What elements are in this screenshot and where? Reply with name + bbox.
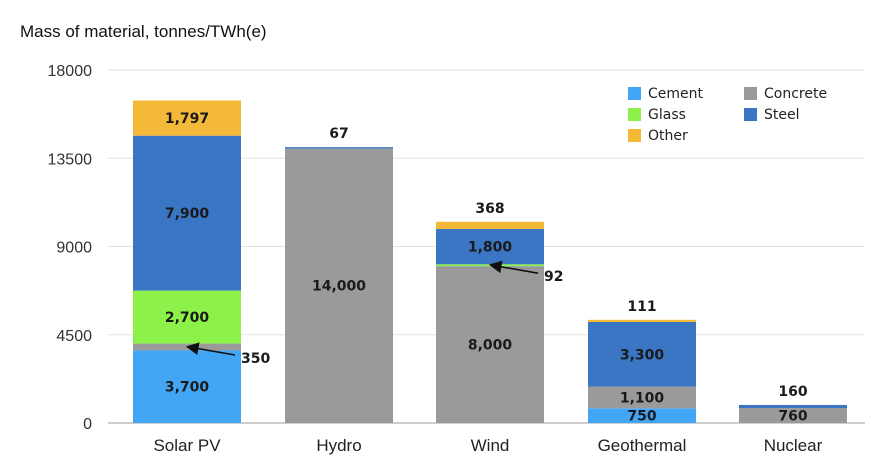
x-category-label: Nuclear [764,436,823,455]
bar-segment-glass [133,290,241,344]
y-tick-label: 9000 [56,240,92,257]
segment-label: 14,000 [312,279,366,295]
segment-label: 1,800 [468,240,513,256]
chart-title: Mass of material, tonnes/TWh(e) [20,22,267,41]
bar-segment-concrete [739,408,847,423]
y-tick-label: 18000 [48,63,93,80]
y-tick-label: 4500 [56,328,92,345]
bar-segment-concrete [588,386,696,409]
x-category-label: Wind [471,436,510,455]
legend-swatch-concrete [744,87,757,100]
legend-label-concrete: Concrete [764,86,827,102]
bar-segment-cement [133,350,241,423]
top-label: 111 [627,299,656,315]
bar-segment-steel [133,135,241,291]
bar-segment-cement [588,408,696,423]
y-tick-label: 0 [83,416,92,433]
callout-arrow [185,342,236,356]
x-category-label: Hydro [316,436,361,455]
segment-label: 1,797 [165,111,209,127]
bar-segment-steel [588,322,696,387]
bar-segment-steel [285,147,393,149]
legend-swatch-cement [628,87,641,100]
legend-label-cement: Cement [648,86,704,102]
segment-label: 3,300 [620,347,665,363]
callout-label: 92 [544,269,563,285]
bar-segment-steel [739,404,847,409]
x-category-label: Solar PV [153,436,221,455]
segment-label: 8,000 [468,338,513,354]
segment-label: 1,100 [620,391,665,407]
bar-segment-other [588,319,696,323]
legend-label-other: Other [648,128,688,144]
segment-label: 7,900 [165,206,210,222]
callout-arrow [488,260,539,274]
bar-segment-concrete [285,148,393,423]
bar-segment-concrete [133,343,241,351]
top-label: 67 [329,126,348,142]
bar-segment-other [436,221,544,230]
segment-label: 3,700 [165,380,210,396]
bar-segment-concrete [436,266,544,423]
segment-label: 750 [627,409,656,425]
bar-segment-other [133,100,241,136]
segment-label: 2,700 [165,310,210,326]
top-label: 160 [778,384,807,400]
x-category-label: Geothermal [598,436,687,455]
legend-label-steel: Steel [764,107,800,123]
segment-label: 760 [778,409,807,425]
legend-swatch-glass [628,108,641,121]
legend-swatch-other [628,129,641,142]
bar-segment-steel [436,229,544,265]
legend-label-glass: Glass [648,107,686,123]
y-tick-label: 13500 [48,151,93,168]
top-label: 368 [475,201,504,217]
legend-swatch-steel [744,108,757,121]
bar-segment-glass [436,264,544,267]
callout-label: 350 [241,351,270,367]
